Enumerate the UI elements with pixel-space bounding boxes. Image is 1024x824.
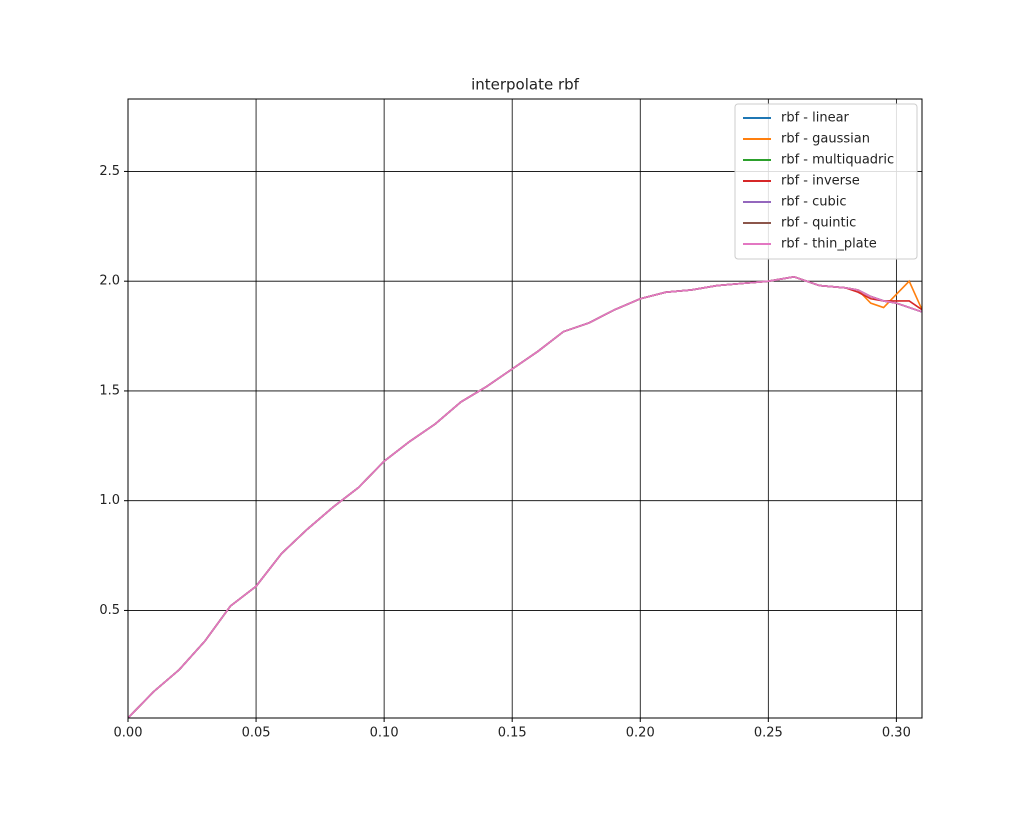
- x-tick-label: 0.20: [626, 726, 655, 741]
- y-tick-label: 2.5: [99, 164, 120, 179]
- y-tick-label: 2.0: [99, 274, 120, 289]
- legend-label: rbf - cubic: [781, 195, 847, 210]
- plot-frame: [127, 98, 923, 719]
- x-tick-label: 0.10: [370, 726, 399, 741]
- x-tick-label: 0.00: [114, 726, 143, 741]
- series-line: [128, 275, 922, 718]
- x-tick-label: 0.05: [242, 726, 271, 741]
- y-tick-label: 1.5: [99, 383, 120, 398]
- x-tick-label: 0.25: [754, 726, 783, 741]
- y-tick-label: 1.0: [99, 493, 120, 508]
- chart-title: interpolate rbf: [471, 76, 580, 94]
- series-line: [128, 275, 922, 718]
- legend-label: rbf - quintic: [781, 216, 856, 231]
- y-tick-label: 0.5: [99, 603, 120, 618]
- legend-label: rbf - multiquadric: [781, 153, 894, 168]
- series-line: [128, 275, 922, 718]
- legend-label: rbf - thin_plate: [781, 237, 877, 252]
- x-tick-label: 0.30: [882, 726, 911, 741]
- legend-label: rbf - inverse: [781, 174, 860, 189]
- plot-area: [128, 275, 922, 718]
- legend-label: rbf - linear: [781, 111, 850, 126]
- x-tick-label: 0.15: [498, 726, 527, 741]
- series-line: [128, 275, 922, 718]
- series-line: [128, 275, 922, 718]
- series-line: [128, 275, 922, 718]
- legend-label: rbf - gaussian: [781, 132, 870, 147]
- legend-box: [734, 103, 918, 260]
- series-line: [128, 275, 922, 718]
